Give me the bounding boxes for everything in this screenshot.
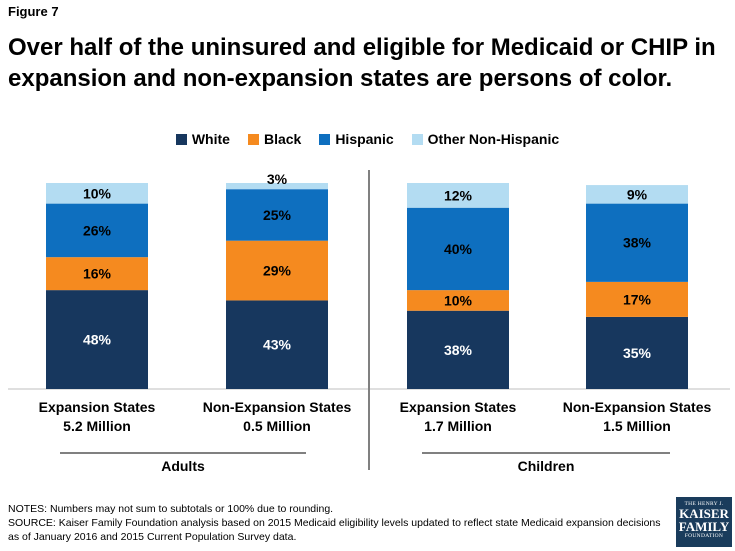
bar-segment-black-2 xyxy=(407,290,509,311)
data-label: 16% xyxy=(83,266,112,282)
bar-segment-other-non-hispanic-1 xyxy=(226,183,328,190)
legend-label-hispanic: Hispanic xyxy=(335,131,394,147)
category-sublabel: 0.5 Million xyxy=(243,418,311,434)
category-sublabel: 1.5 Million xyxy=(603,418,671,434)
notes-block: NOTES: Numbers may not sum to subtotals … xyxy=(8,502,668,544)
bar-segment-black-0 xyxy=(46,257,148,291)
data-label: 10% xyxy=(444,292,473,308)
logo-line-4: FOUNDATION xyxy=(684,533,724,539)
data-label: 26% xyxy=(83,222,112,238)
category-label: Non-Expansion States xyxy=(563,399,712,415)
chart-title: Over half of the uninsured and eligible … xyxy=(8,34,716,92)
bar-segment-white-1 xyxy=(226,300,328,389)
category-sublabel: 1.7 Million xyxy=(424,418,492,434)
group-label: Adults xyxy=(161,458,205,474)
bar-segment-hispanic-0 xyxy=(46,203,148,258)
legend-label-black: Black xyxy=(263,131,302,147)
bar-segment-other-non-hispanic-0 xyxy=(46,183,148,204)
figure-label: Figure 7 xyxy=(8,4,59,19)
data-label: 40% xyxy=(444,241,473,257)
data-label: 48% xyxy=(83,332,112,348)
data-label: 3% xyxy=(267,171,288,187)
category-label: Expansion States xyxy=(39,399,156,415)
bar-segment-white-3 xyxy=(586,316,688,389)
legend-label-white: White xyxy=(191,131,230,147)
legend-swatch-black xyxy=(247,133,259,145)
bar-segment-black-1 xyxy=(226,240,328,301)
logo-line-1: THE HENRY J. xyxy=(684,501,724,507)
legend-swatch-white xyxy=(175,133,187,145)
stacked-bar-chart: 48% 16% 26% 10% Expansion States 5.2 Million 4… xyxy=(8,170,730,474)
data-label: 35% xyxy=(623,345,652,361)
bar-segment-other-non-hispanic-3 xyxy=(586,185,688,204)
source-text: SOURCE: Kaiser Family Foundation analysi… xyxy=(8,517,661,543)
category-label: Non-Expansion States xyxy=(203,399,352,415)
notes-text: NOTES: Numbers may not sum to subtotals … xyxy=(8,503,334,515)
logo-line-2: KAISER xyxy=(679,506,729,521)
category-sublabel: 5.2 Million xyxy=(63,418,131,434)
legend-label-other: Other Non-Hispanic xyxy=(427,131,560,147)
bar-segment-black-3 xyxy=(586,281,688,317)
legend-item-other: Other Non-Hispanic xyxy=(411,131,560,147)
data-label: 9% xyxy=(627,186,648,202)
legend-item-hispanic: Hispanic xyxy=(319,131,394,147)
data-label: 38% xyxy=(623,235,652,251)
bar-segment-hispanic-1 xyxy=(226,189,328,241)
data-label: 38% xyxy=(444,342,473,358)
group-label: Children xyxy=(518,458,575,474)
data-label: 10% xyxy=(83,185,112,201)
kff-logo: THE HENRY J. KAISER FAMILY FOUNDATION xyxy=(676,497,732,547)
data-label: 17% xyxy=(623,291,652,307)
data-label: 25% xyxy=(263,207,292,223)
bar-segment-other-non-hispanic-2 xyxy=(407,183,509,208)
legend-swatch-other xyxy=(411,133,423,145)
bar-segment-white-0 xyxy=(46,290,148,389)
bar-segment-hispanic-2 xyxy=(407,207,509,291)
bar-segment-hispanic-3 xyxy=(586,203,688,282)
legend-swatch-hispanic xyxy=(319,133,331,145)
legend-item-white: White xyxy=(175,131,230,147)
bar-segment-white-2 xyxy=(407,310,509,389)
logo-line-3: FAMILY xyxy=(678,519,730,534)
data-label: 29% xyxy=(263,263,292,279)
chart-legend: White Black Hispanic Other Non-Hispanic xyxy=(0,131,735,147)
legend-item-black: Black xyxy=(247,131,302,147)
data-label: 43% xyxy=(263,337,292,353)
data-label: 12% xyxy=(444,187,473,203)
category-label: Expansion States xyxy=(400,399,517,415)
